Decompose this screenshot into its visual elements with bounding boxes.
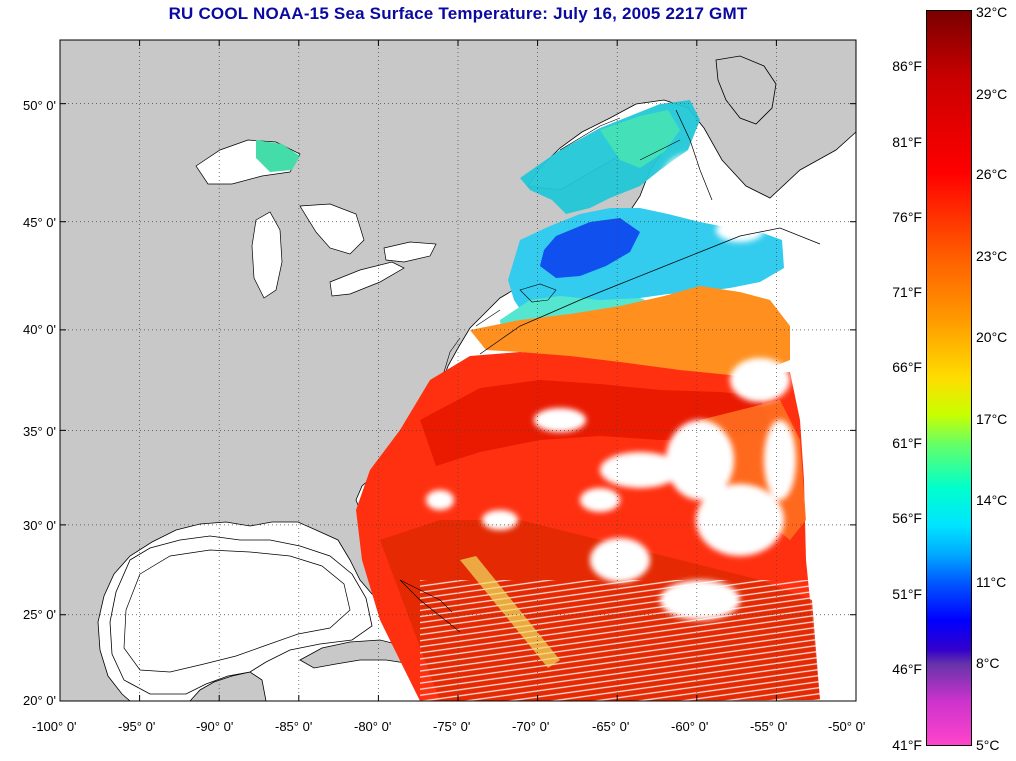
st-lawrence-sst-2 (600, 110, 680, 168)
colorbar-fahrenheit-61: 61°F (892, 435, 922, 451)
lat-label-50: 50° 0' (23, 98, 56, 113)
colorbar-celsius-23: 23°C (976, 248, 1008, 264)
colorbar-celsius-29: 29°C (976, 86, 1008, 102)
lon-label-95: -95° 0' (118, 719, 156, 734)
colorbar-fahrenheit-76: 76°F (892, 209, 922, 225)
lat-label-25: 25° 0' (23, 607, 56, 622)
colorbar-fahrenheit-56: 56°F (892, 510, 922, 526)
diagonal-cloud-band (460, 556, 560, 668)
lake-ontario (383, 241, 437, 263)
lat-label-20: 20° 0' (23, 693, 56, 708)
colorbar-celsius-8: 8°C (976, 655, 1000, 671)
newfoundland-land (715, 55, 777, 125)
gulf-isobath (123, 549, 351, 673)
lake-michigan (251, 211, 283, 299)
colorbar-celsius-20: 20°C (976, 329, 1008, 345)
satellite-swath-stripes (420, 580, 820, 701)
temperature-colorbar (926, 10, 972, 746)
lat-label-35: 35° 0' (23, 424, 56, 439)
gulf-stream-core (420, 380, 770, 466)
coastline-detail (399, 117, 681, 613)
lon-label-90: -90° 0' (196, 719, 234, 734)
colorbar-fahrenheit-71: 71°F (892, 284, 922, 300)
colorbar-fahrenheit-51: 51°F (892, 586, 922, 602)
lon-label-65: -65° 0' (592, 719, 630, 734)
colorbar-celsius-14: 14°C (976, 492, 1008, 508)
lake-superior-sst (256, 140, 300, 172)
lake-huron (299, 203, 365, 255)
tick-marks (59, 40, 857, 702)
lon-label-70: -70° 0' (512, 719, 550, 734)
map-title: RU COOL NOAA-15 Sea Surface Temperature:… (168, 4, 748, 23)
lon-label-100: -100° 0' (32, 719, 77, 734)
lake-erie (329, 261, 405, 297)
colorbar-celsius-32: 32°C (976, 4, 1008, 20)
lon-label-85: -85° 0' (275, 719, 313, 734)
colorbar-celsius-26: 26°C (976, 166, 1008, 182)
lon-label-75: -75° 0' (433, 719, 471, 734)
slope-water-sst (470, 286, 790, 376)
lon-label-80: -80° 0' (354, 719, 392, 734)
lat-label-30: 30° 0' (23, 518, 56, 533)
colorbar-fahrenheit-41: 41°F (892, 737, 922, 753)
colorbar-celsius-17: 17°C (976, 411, 1008, 427)
bay-of-fundy-sst (540, 218, 640, 278)
colorbar-fahrenheit-81: 81°F (892, 134, 922, 150)
lon-label-55: -55° 0' (750, 719, 788, 734)
colorbar-fahrenheit-86: 86°F (892, 58, 922, 74)
lon-label-50: -50° 0' (828, 719, 866, 734)
colorbar-fahrenheit-66: 66°F (892, 359, 922, 375)
lat-label-40: 40° 0' (23, 322, 56, 337)
lat-label-45: 45° 0' (23, 215, 56, 230)
graticule (60, 40, 856, 701)
colorbar-fahrenheit-46: 46°F (892, 661, 922, 677)
lon-label-60: -60° 0' (671, 719, 709, 734)
colorbar-celsius-5: 5°C (976, 737, 1000, 753)
colorbar-celsius-11: 11°C (976, 574, 1007, 590)
north-america-land (60, 40, 856, 701)
isobath-600ft (399, 109, 821, 633)
